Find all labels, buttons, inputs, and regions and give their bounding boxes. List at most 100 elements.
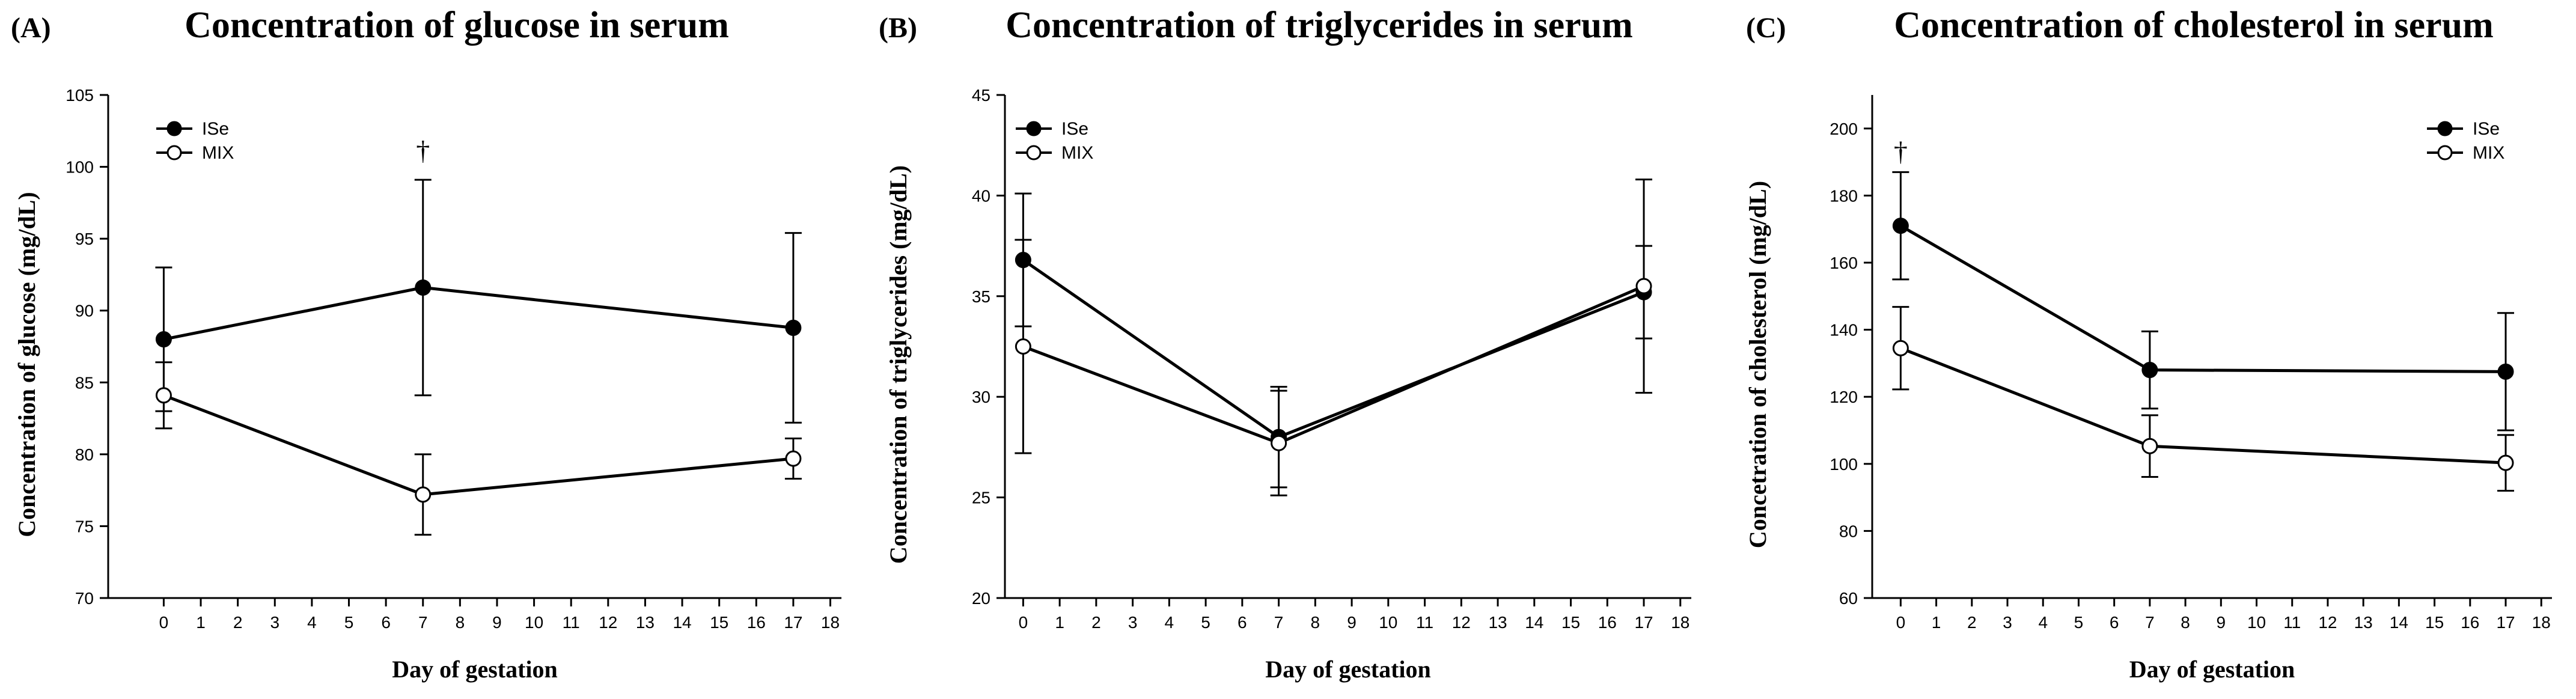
y-tick-label: 75: [75, 517, 94, 536]
significance-mark: †: [1894, 136, 1908, 166]
series-line: [163, 285, 794, 341]
series-line: [1900, 224, 2506, 373]
series-line: [1022, 284, 1645, 445]
x-tick-label: 0: [1019, 613, 1028, 632]
x-tick-label: 12: [1452, 613, 1471, 632]
legend-entry: MIX: [2473, 143, 2504, 163]
x-tick-label: 11: [2283, 613, 2301, 632]
x-tick-label: 4: [2038, 613, 2048, 632]
data-point: [2497, 363, 2514, 380]
y-tick-label: 95: [75, 230, 94, 248]
y-tick-label: 40: [972, 186, 990, 205]
y-tick-label: 80: [75, 445, 94, 464]
x-tick-label: 15: [710, 613, 728, 632]
x-axis-label: Day of gestation: [2129, 656, 2295, 683]
legend: ISe MIX: [156, 119, 234, 163]
y-tick-label: 120: [1830, 388, 1858, 406]
x-tick-label: 8: [1311, 613, 1320, 632]
x-tick-label: 13: [636, 613, 655, 632]
chart-panel-1: (A) Concentration of glucose in serum7075…: [11, 5, 841, 683]
x-tick-label: 18: [821, 613, 840, 632]
x-axis-label: Day of gestation: [392, 656, 558, 683]
series-ise: [155, 179, 802, 424]
x-tick-label: 1: [1932, 613, 1941, 632]
chart-panel-3: (C) Concentration of cholesterol in serum…: [1744, 5, 2552, 683]
data-point: [2141, 362, 2158, 379]
x-tick-label: 11: [563, 613, 580, 632]
y-tick-label: 90: [75, 302, 94, 320]
legend-marker: [1026, 145, 1042, 160]
x-tick-label: 16: [747, 613, 766, 632]
x-tick-label: 9: [492, 613, 502, 632]
panel-label: (C): [1746, 12, 1786, 44]
x-tick-label: 5: [344, 613, 354, 632]
data-point: [1271, 435, 1287, 451]
chart-title: Concentration of cholesterol in serum: [1894, 5, 2494, 46]
legend: ISe MIX: [2427, 119, 2504, 163]
data-point: [155, 331, 172, 348]
x-tick-label: 17: [784, 613, 802, 632]
x-tick-label: 2: [1091, 613, 1101, 632]
x-tick-label: 7: [418, 613, 428, 632]
series-mix: [1892, 306, 2515, 492]
panel-label: (A): [11, 12, 51, 44]
x-tick-label: 12: [599, 613, 617, 632]
legend-marker: [2437, 145, 2453, 160]
series-ise: [1892, 171, 2515, 432]
y-tick-label: 140: [1830, 321, 1858, 340]
x-tick-label: 14: [673, 613, 691, 632]
y-tick-label: 30: [972, 388, 990, 406]
data-point: [415, 486, 432, 503]
data-point: [1892, 340, 1909, 356]
x-tick-label: 16: [2461, 613, 2479, 632]
y-axis-label: Concetration of cholesterol (mg/dL): [1744, 181, 1771, 548]
data-point: [2141, 438, 2158, 454]
legend-marker: [1026, 121, 1042, 136]
data-point: [1015, 338, 1031, 355]
y-tick-label: 85: [75, 373, 94, 392]
x-tick-label: 7: [1274, 613, 1284, 632]
legend-marker: [166, 121, 182, 136]
data-point: [1635, 278, 1652, 295]
x-tick-label: 0: [159, 613, 169, 632]
y-axis-label: Concentration of glucose (mg/dL): [13, 192, 40, 537]
x-tick-label: 10: [525, 613, 543, 632]
x-tick-label: 1: [1055, 613, 1064, 632]
x-tick-label: 13: [2354, 613, 2373, 632]
data-point: [785, 319, 802, 336]
panel-label: (B): [879, 12, 917, 44]
x-tick-label: 12: [2318, 613, 2337, 632]
y-tick-label: 35: [972, 287, 990, 306]
legend-entry: ISe: [1061, 119, 1088, 139]
y-tick-label: 100: [1830, 455, 1858, 474]
data-point: [155, 387, 172, 404]
x-axis-label: Day of gestation: [1265, 656, 1431, 683]
x-tick-label: 14: [1525, 613, 1543, 632]
data-point: [415, 279, 432, 296]
x-tick-label: 5: [1201, 613, 1210, 632]
x-tick-label: 17: [2496, 613, 2515, 632]
x-tick-label: 2: [233, 613, 243, 632]
x-tick-label: 13: [1488, 613, 1507, 632]
data-point: [2497, 454, 2514, 471]
series-mix: [1015, 179, 1653, 496]
legend-marker: [166, 145, 182, 160]
data-point: [785, 450, 802, 467]
x-tick-label: 9: [1347, 613, 1357, 632]
x-tick-label: 3: [1128, 613, 1138, 632]
x-tick-label: 1: [196, 613, 206, 632]
y-tick-label: 105: [66, 86, 94, 105]
x-tick-label: 8: [2181, 613, 2190, 632]
legend-entry: MIX: [1061, 143, 1093, 163]
y-tick-label: 60: [1839, 589, 1858, 608]
x-tick-label: 8: [456, 613, 465, 632]
x-tick-label: 15: [2425, 613, 2444, 632]
data-point: [1892, 218, 1909, 234]
legend-entry: ISe: [2473, 119, 2500, 139]
y-axis-label: Concentration of triglycerides (mg/dL): [885, 165, 912, 564]
x-tick-label: 16: [1598, 613, 1617, 632]
x-tick-label: 15: [1561, 613, 1580, 632]
y-tick-label: 45: [972, 86, 990, 105]
series-line: [1022, 258, 1644, 439]
